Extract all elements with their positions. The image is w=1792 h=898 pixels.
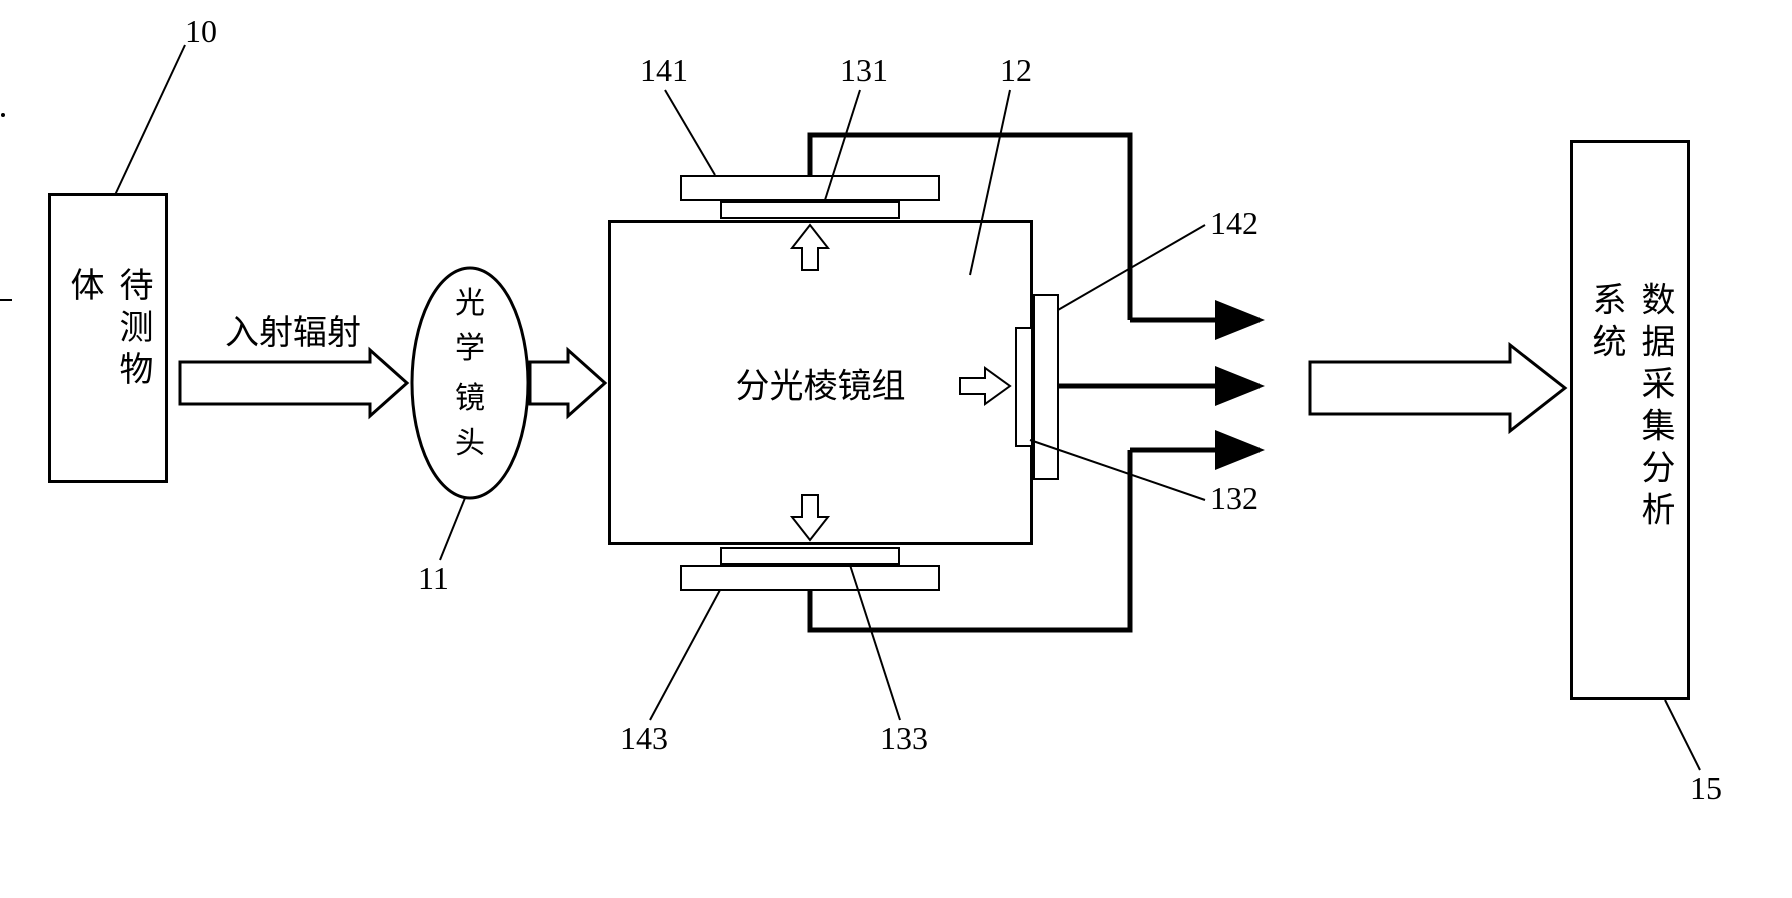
- incident-radiation-label: 入射辐射: [225, 305, 361, 354]
- beam-splitter-label: 分光棱镜组: [736, 358, 906, 407]
- detector-top: [680, 175, 940, 201]
- ref-11: 11: [418, 560, 449, 597]
- data-system-box: 数据采集分析系统: [1570, 140, 1690, 700]
- ref-133: 133: [880, 720, 928, 757]
- ref-12: 12: [1000, 52, 1032, 89]
- ref-131: 131: [840, 52, 888, 89]
- svg-text:镜: 镜: [455, 382, 485, 415]
- data-system-label: 数据采集分析系统: [1581, 282, 1679, 559]
- filter-top: [720, 201, 900, 219]
- filter-bottom: [720, 547, 900, 565]
- detector-right: [1033, 294, 1059, 480]
- beam-splitter-box: 分光棱镜组: [608, 220, 1033, 545]
- svg-text:学: 学: [455, 332, 485, 365]
- object-under-test-label: 待测物体: [59, 267, 157, 409]
- detector-bottom: [680, 565, 940, 591]
- ref-141: 141: [640, 52, 688, 89]
- ref-15: 15: [1690, 770, 1722, 807]
- object-under-test-box: 待测物体: [48, 193, 168, 483]
- ref-132: 132: [1210, 480, 1258, 517]
- svg-text:头: 头: [455, 427, 485, 460]
- ref-10: 10: [185, 13, 217, 50]
- filter-right: [1015, 327, 1033, 447]
- svg-text:光: 光: [455, 287, 485, 320]
- ref-142: 142: [1210, 205, 1258, 242]
- ref-143: 143: [620, 720, 668, 757]
